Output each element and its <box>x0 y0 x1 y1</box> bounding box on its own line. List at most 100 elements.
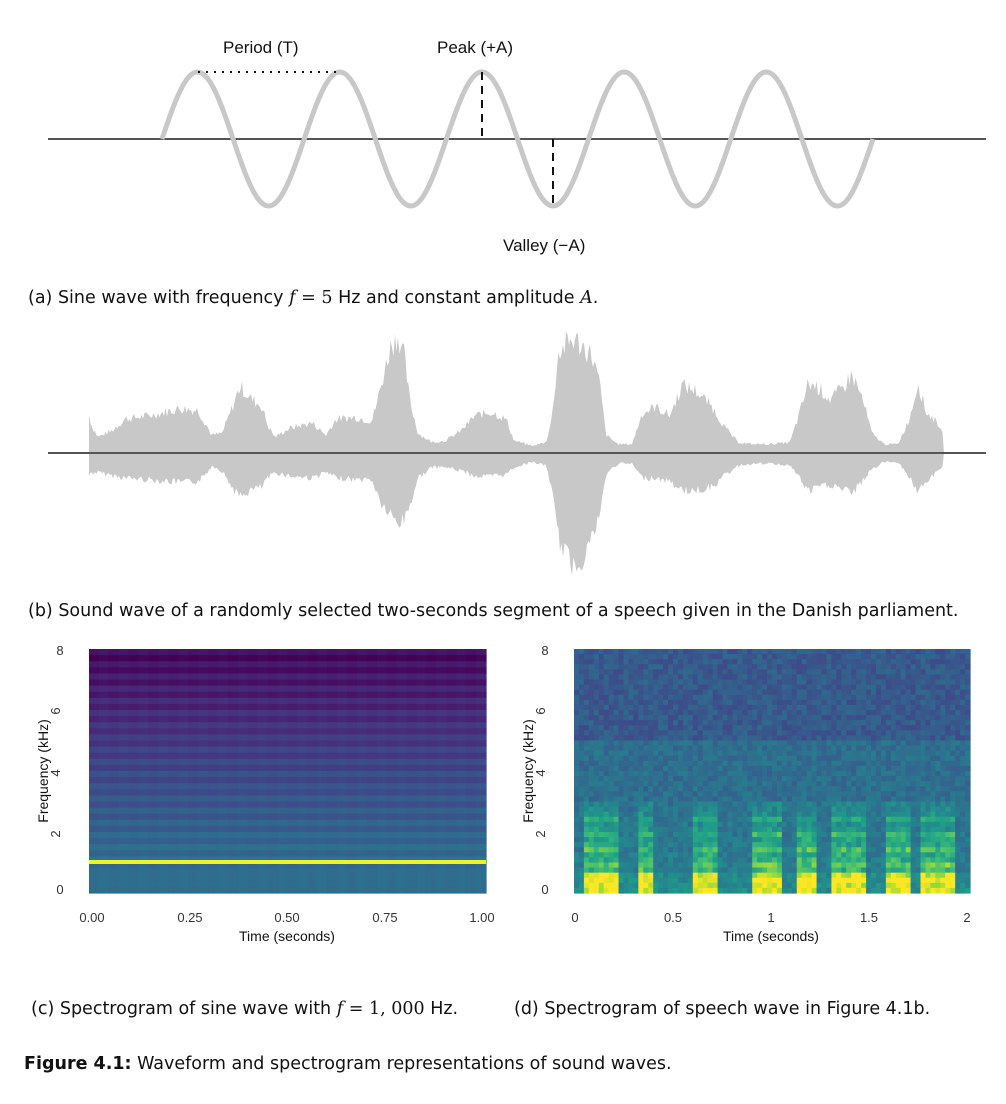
spectrogram-speech-cell <box>638 816 644 823</box>
spectrogram-speech-cell <box>618 781 625 787</box>
spectrogram-speech-cell <box>895 654 902 660</box>
spectrogram-speech-cell <box>583 842 590 848</box>
spectrogram-sine-cell <box>108 764 120 772</box>
spectrogram-speech-cell <box>737 786 743 792</box>
spectrogram-speech-cell <box>762 710 768 716</box>
spectrogram-speech-cell <box>613 694 620 701</box>
spectrogram-speech-cell <box>811 811 818 818</box>
spectrogram-speech-cell <box>767 649 773 655</box>
spectrogram-speech-cell <box>653 740 659 747</box>
spectrogram-speech-cell <box>806 679 813 686</box>
spectrogram-sine-cell <box>98 819 110 827</box>
spectrogram-speech-cell <box>578 826 585 833</box>
spectrogram-speech-cell <box>658 786 664 792</box>
spectrogram-speech-cell <box>677 659 684 665</box>
spectrogram-speech-cell <box>791 674 798 681</box>
spectrogram-sine-cell <box>426 740 437 748</box>
spectrogram-speech-cell <box>608 745 615 752</box>
spectrogram-speech-cell <box>950 765 956 772</box>
spectrogram-speech-cell <box>910 745 917 752</box>
spectrogram-sine-cell <box>277 856 289 864</box>
spectrogram-speech-cell <box>885 765 892 772</box>
spectrogram-sine-cell <box>436 856 447 864</box>
spectrogram-speech-cell <box>574 664 580 670</box>
spectrogram-speech-cell <box>653 816 659 823</box>
spectrogram-speech-cell <box>663 857 669 864</box>
spectrogram-speech-cell <box>955 826 961 833</box>
spectrogram-speech-cell <box>712 710 719 716</box>
spectrogram-speech-cell <box>707 664 714 670</box>
spectrogram-sine-cell <box>287 716 299 723</box>
spectrogram-sine-cell <box>188 807 199 815</box>
spectrogram-speech-cell <box>762 689 768 696</box>
spectrogram-speech-cell <box>776 684 783 691</box>
spectrogram-speech-cell <box>890 811 897 818</box>
spectrogram-speech-cell <box>673 735 679 742</box>
spectrogram-speech-cell <box>851 852 857 859</box>
spectrogram-speech-cell <box>836 745 842 752</box>
spectrogram-speech-cell <box>737 771 743 777</box>
spectrogram-speech-cell <box>866 826 872 833</box>
spectrogram-speech-cell <box>920 786 927 792</box>
spectrogram-speech-cell <box>707 837 714 843</box>
spectrogram-sine-cell <box>218 649 229 656</box>
spectrogram-speech-cell <box>811 816 818 823</box>
spectrogram-speech-cell <box>682 669 689 676</box>
spectrogram-speech-cell <box>890 649 897 655</box>
spectrogram-speech-cell <box>915 781 922 787</box>
spectrogram-sine-cell <box>227 819 239 827</box>
spectrogram-speech-cell <box>752 806 758 813</box>
spectrogram-speech-cell <box>945 786 951 792</box>
spectrogram-speech-cell <box>786 745 793 752</box>
spectrogram-speech-cell <box>861 826 867 833</box>
spectrogram-speech-cell <box>593 796 600 803</box>
spectrogram-speech-cell <box>890 781 897 787</box>
spectrogram-speech-cell <box>747 745 753 752</box>
spectrogram-sine-cell <box>337 734 348 742</box>
spectrogram-speech-cell <box>801 664 808 670</box>
spectrogram-speech-cell <box>772 781 778 787</box>
spectrogram-sine-cell <box>148 740 160 748</box>
spectrogram-sine-cell <box>476 795 487 803</box>
spectrogram-sine-cell <box>307 703 318 711</box>
spectrogram-speech-cell <box>885 806 892 813</box>
spectrogram-speech-cell <box>786 750 793 757</box>
spectrogram-sine-cell <box>366 655 378 662</box>
spectrogram-speech-cell <box>801 755 808 762</box>
spectrogram-speech-cell <box>574 786 580 792</box>
spectrogram-sine-cell <box>466 813 477 821</box>
spectrogram-speech-cell <box>811 765 818 772</box>
spectrogram-speech-cell <box>593 821 600 828</box>
spectrogram-sine-cell <box>168 844 179 851</box>
spectrogram-speech-cell <box>935 669 941 676</box>
spectrogram-speech-cell <box>603 664 610 670</box>
spectrogram-sine-cell <box>476 728 487 735</box>
spectrogram-speech-cell <box>776 811 783 818</box>
spectrogram-speech-cell <box>831 821 837 828</box>
spectrogram-sine-cell <box>396 667 408 674</box>
spectrogram-sine-cell <box>168 691 179 699</box>
spectrogram-speech-cell <box>945 689 951 696</box>
spectrogram-speech-cell <box>826 720 832 726</box>
spectrogram-speech-cell <box>890 816 897 823</box>
spectrogram-speech-cell <box>633 786 639 792</box>
spectrogram-sine-cell <box>138 710 150 717</box>
spectrogram-speech-cell <box>871 750 877 757</box>
spectrogram-speech-cell <box>658 679 664 686</box>
spectrogram-speech-cell <box>578 684 585 691</box>
spectrogram-sine-cell <box>198 758 209 766</box>
spectrogram-speech-cell <box>583 760 590 767</box>
spectrogram-speech-cell <box>915 811 922 818</box>
spectrogram-sine-cell <box>416 862 428 870</box>
spectrogram-speech-cell <box>677 725 684 731</box>
spectrogram-speech-cell <box>885 730 892 737</box>
spectrogram-sine-cell <box>406 807 418 815</box>
spectrogram-speech-cell <box>717 842 724 848</box>
spectrogram-speech-cell <box>905 776 912 782</box>
spectrogram-speech-cell <box>935 781 941 787</box>
spectrogram-speech-cell <box>752 684 758 691</box>
spectrogram-speech-cell <box>613 771 620 777</box>
spectrogram-sine-cell <box>118 685 130 693</box>
spectrogram-speech-cell <box>816 679 823 686</box>
spectrogram-sine-cell <box>366 801 378 809</box>
